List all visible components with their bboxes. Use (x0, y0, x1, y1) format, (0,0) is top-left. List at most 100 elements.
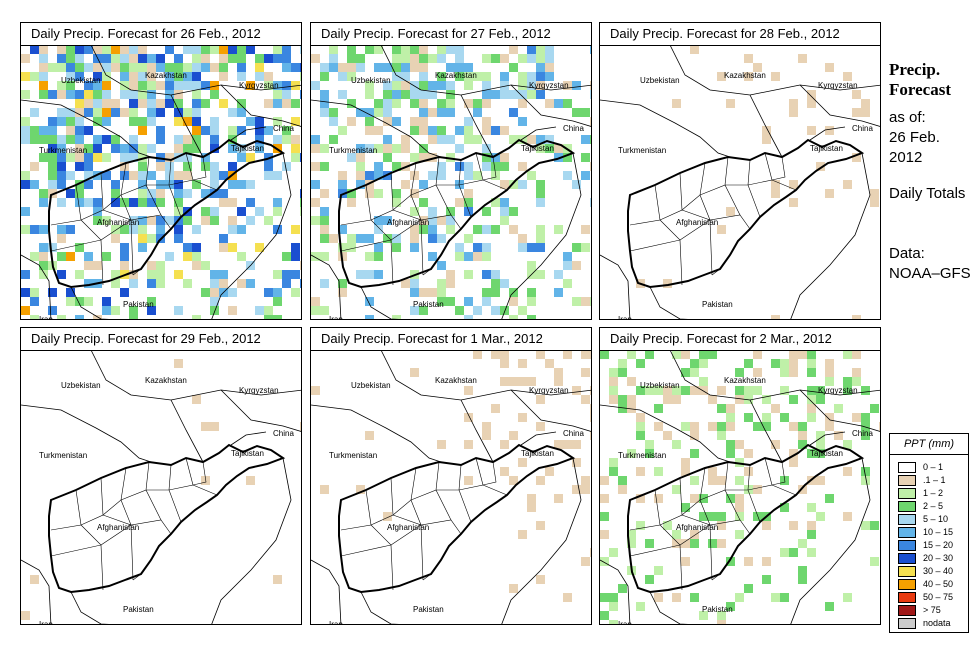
precip-cell (636, 431, 645, 440)
precip-cell (311, 81, 320, 90)
precip-cell (21, 117, 30, 126)
precip-cell (816, 512, 825, 521)
precip-cell (572, 440, 581, 449)
precip-cell (609, 368, 618, 377)
precip-cell (726, 422, 735, 431)
precip-cell (66, 171, 75, 180)
precip-cell (57, 180, 66, 189)
precip-cell (536, 243, 545, 252)
precip-cell (138, 72, 147, 81)
precip-cell (93, 45, 102, 54)
precip-cell (75, 63, 84, 72)
precip-cell (762, 557, 771, 566)
precip-cell (30, 180, 39, 189)
precip-cell (174, 72, 183, 81)
precip-cell (681, 386, 690, 395)
precip-cell (320, 252, 329, 261)
country-label-iran: Iran (39, 620, 53, 624)
precip-cell (48, 306, 57, 315)
precip-cell (300, 261, 301, 270)
precip-cell (237, 207, 246, 216)
precip-cell (120, 261, 129, 270)
precip-cell (464, 189, 473, 198)
precip-cell (365, 270, 374, 279)
precip-cell (210, 279, 219, 288)
precip-cell (174, 306, 183, 315)
precip-cell (246, 279, 255, 288)
precip-cell (789, 198, 798, 207)
precip-cell (861, 108, 870, 117)
precip-cell (21, 207, 30, 216)
precip-cell (138, 171, 147, 180)
precip-cell (464, 386, 473, 395)
country-label-afghanistan: Afghanistan (676, 523, 718, 532)
precip-cell (21, 126, 30, 135)
precip-cell (536, 54, 545, 63)
precip-cell (455, 144, 464, 153)
precip-cell (464, 198, 473, 207)
precip-cell (75, 72, 84, 81)
precip-cell (690, 494, 699, 503)
precip-cell (446, 216, 455, 225)
precip-cell (320, 234, 329, 243)
precip-cell (75, 117, 84, 126)
legend-label: 1 – 2 (923, 488, 944, 498)
precip-cell (825, 413, 834, 422)
province-border (724, 489, 741, 521)
precip-cell (681, 350, 690, 359)
precip-cell (446, 63, 455, 72)
precip-cell (843, 593, 852, 602)
precip-cell (401, 144, 410, 153)
precip-cell (374, 171, 383, 180)
precip-cell (201, 126, 210, 135)
precip-cell (410, 117, 419, 126)
precip-cell (509, 431, 518, 440)
precip-cell (545, 45, 554, 54)
precip-cell (102, 108, 111, 117)
precip-cell (753, 350, 762, 359)
precip-cell (356, 162, 365, 171)
forecast-panel: Daily Precip. Forecast for 26 Feb., 2012… (20, 22, 302, 320)
precip-cell (545, 72, 554, 81)
precip-cell (102, 306, 111, 315)
precip-cell (609, 593, 618, 602)
precip-cell (636, 422, 645, 431)
province-border (192, 484, 218, 496)
precip-cell (699, 377, 708, 386)
precip-cell (138, 189, 147, 198)
afghanistan-outline (48, 443, 286, 594)
country-label-kazakhstan: Kazakhstan (724, 376, 766, 385)
precip-cell (482, 81, 491, 90)
country-border (510, 389, 591, 432)
precip-cell (192, 315, 201, 319)
precip-cell (798, 54, 807, 63)
country-border (311, 404, 442, 463)
precip-cell (690, 449, 699, 458)
precip-cell (320, 90, 329, 99)
precip-cell (600, 530, 609, 539)
precip-cell (825, 422, 834, 431)
precip-cell (129, 117, 138, 126)
precip-cell (219, 54, 228, 63)
precip-cell (138, 117, 147, 126)
precip-cell (228, 144, 237, 153)
precip-cell (84, 81, 93, 90)
precip-cell (273, 45, 282, 54)
province-border (390, 524, 422, 546)
precip-cell (129, 315, 138, 319)
precip-cell (383, 512, 392, 521)
legend-swatch (898, 475, 916, 486)
precip-cell (590, 117, 591, 126)
precip-cell (120, 72, 129, 81)
precip-cell (192, 45, 201, 54)
precip-cell (291, 270, 300, 279)
precip-cell (300, 422, 301, 431)
precip-cell (273, 225, 282, 234)
country-label-tajikistan: Tajikistan (810, 449, 843, 458)
precip-cell (527, 171, 536, 180)
precip-cell (536, 395, 545, 404)
legend-item: 50 – 75 (898, 592, 968, 603)
precip-cell (48, 126, 57, 135)
precip-cell (356, 171, 365, 180)
precip-cell (491, 126, 500, 135)
